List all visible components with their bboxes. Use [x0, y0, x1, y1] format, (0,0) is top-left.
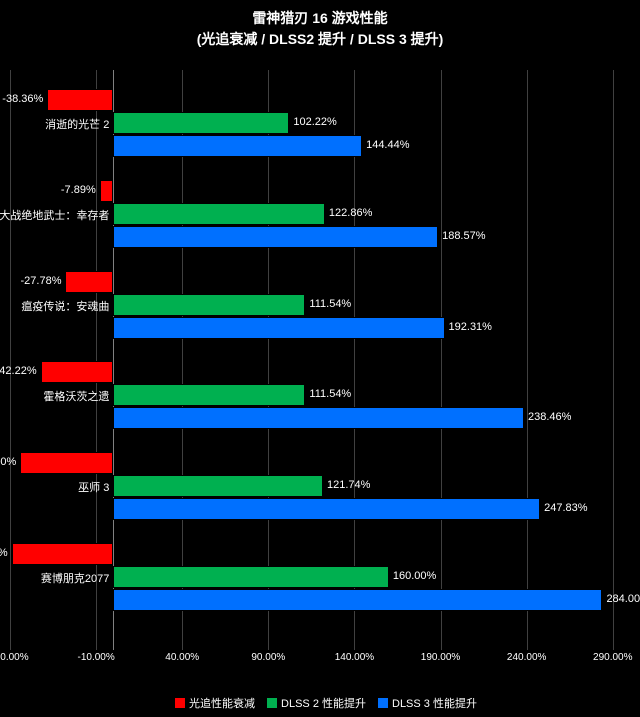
- x-tick-label: 90.00%: [251, 652, 285, 663]
- bar-dlss2: [113, 566, 389, 588]
- value-label: 247.83%: [544, 502, 587, 514]
- value-label: -27.78%: [21, 275, 62, 287]
- x-tick-label: 140.00%: [335, 652, 374, 663]
- value-label: -42.22%: [0, 365, 37, 377]
- value-label: 102.22%: [293, 116, 336, 128]
- gridline: [441, 70, 442, 650]
- category-label: 巫师 3: [78, 479, 109, 495]
- bar-dlss3: [113, 226, 438, 248]
- bar-rt-loss: [12, 543, 114, 565]
- category-label: 星球大战绝地武士：幸存者: [0, 207, 109, 223]
- bar-dlss2: [113, 384, 305, 406]
- bar-dlss3: [113, 407, 524, 429]
- legend-swatch: [378, 698, 388, 708]
- bar-dlss3: [113, 589, 602, 611]
- x-tick-label: -10.00%: [77, 652, 114, 663]
- category-label: 消逝的光芒 2: [45, 116, 109, 132]
- value-label: -54.00%: [0, 456, 16, 468]
- bar-rt-loss: [47, 89, 113, 111]
- value-label: 121.74%: [327, 479, 370, 491]
- legend-label: 光追性能衰减: [189, 698, 255, 710]
- title-line-2: (光追衰减 / DLSS2 提升 / DLSS 3 提升): [0, 29, 640, 50]
- legend-swatch: [267, 698, 277, 708]
- x-tick-label: 40.00%: [165, 652, 199, 663]
- bar-dlss3: [113, 317, 444, 339]
- value-label: 238.46%: [528, 411, 571, 423]
- value-label: 192.31%: [449, 321, 492, 333]
- bar-dlss2: [113, 294, 305, 316]
- x-tick-label: -60.00%: [0, 652, 29, 663]
- plot-area: -60.00% -10.00% 40.00% 90.00% 140.00% 190.00%…: [0, 60, 640, 670]
- value-label: 111.54%: [309, 298, 351, 310]
- x-tick-label: 190.00%: [421, 652, 460, 663]
- bar-rt-loss: [41, 361, 114, 383]
- value-label: -38.36%: [2, 93, 43, 105]
- x-tick-label: 290.00%: [593, 652, 632, 663]
- bar-rt-loss: [100, 180, 114, 202]
- legend-label: DLSS 3 性能提升: [392, 698, 477, 710]
- bar-dlss2: [113, 112, 289, 134]
- legend-label: DLSS 2 性能提升: [281, 698, 366, 710]
- value-label: 284.00%: [606, 593, 640, 605]
- bar-dlss3: [113, 498, 540, 520]
- value-label: 188.57%: [442, 230, 485, 242]
- category-label: 赛博朋克2077: [41, 570, 109, 586]
- value-label: 122.86%: [329, 207, 372, 219]
- category-label: 霍格沃茨之遗: [43, 388, 109, 404]
- chart-title: 雷神猎刃 16 游戏性能 (光追衰减 / DLSS2 提升 / DLSS 3 提…: [0, 8, 640, 50]
- performance-chart: 雷神猎刃 16 游戏性能 (光追衰减 / DLSS2 提升 / DLSS 3 提…: [0, 0, 640, 717]
- bar-rt-loss: [20, 452, 113, 474]
- bar-rt-loss: [65, 271, 113, 293]
- x-tick-label: 240.00%: [507, 652, 546, 663]
- gridline: [613, 70, 614, 650]
- chart-legend: 光追性能衰减 DLSS 2 性能提升 DLSS 3 性能提升: [0, 695, 640, 711]
- gridline: [527, 70, 528, 650]
- bar-dlss2: [113, 475, 323, 497]
- legend-swatch: [175, 698, 185, 708]
- value-label: 160.00%: [393, 570, 436, 582]
- value-label: -7.89%: [61, 184, 96, 196]
- value-label: 144.44%: [366, 139, 409, 151]
- value-label: -59.02%: [0, 547, 8, 559]
- category-label: 瘟疫传说：安魂曲: [21, 298, 109, 314]
- title-line-1: 雷神猎刃 16 游戏性能: [0, 8, 640, 29]
- bar-dlss2: [113, 203, 325, 225]
- value-label: 111.54%: [309, 388, 351, 400]
- bar-dlss3: [113, 135, 362, 157]
